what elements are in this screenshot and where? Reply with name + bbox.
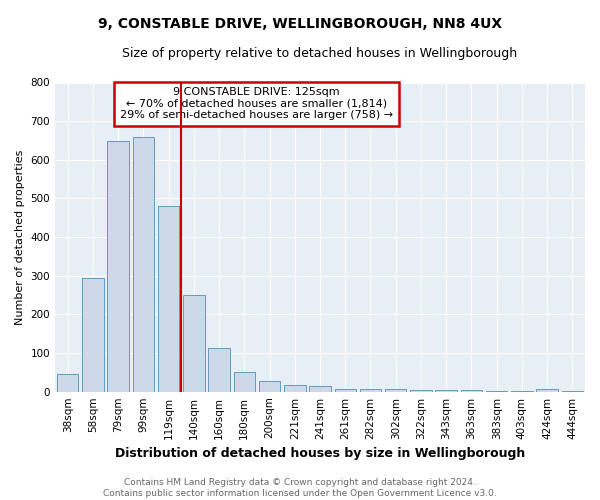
Bar	[410, 390, 431, 392]
Bar	[360, 389, 381, 392]
Bar	[82, 278, 104, 392]
Bar	[461, 390, 482, 392]
Bar	[233, 372, 255, 392]
Bar	[335, 388, 356, 392]
Bar	[183, 295, 205, 392]
Bar	[385, 390, 406, 392]
Bar	[436, 390, 457, 392]
Bar	[158, 206, 179, 392]
Bar	[259, 381, 280, 392]
Bar	[208, 348, 230, 392]
X-axis label: Distribution of detached houses by size in Wellingborough: Distribution of detached houses by size …	[115, 447, 525, 460]
Text: Contains HM Land Registry data © Crown copyright and database right 2024.
Contai: Contains HM Land Registry data © Crown c…	[103, 478, 497, 498]
Bar	[536, 388, 558, 392]
Bar	[57, 374, 79, 392]
Bar	[284, 386, 305, 392]
Y-axis label: Number of detached properties: Number of detached properties	[15, 150, 25, 325]
Bar	[309, 386, 331, 392]
Text: 9, CONSTABLE DRIVE, WELLINGBOROUGH, NN8 4UX: 9, CONSTABLE DRIVE, WELLINGBOROUGH, NN8 …	[98, 18, 502, 32]
Text: 9 CONSTABLE DRIVE: 125sqm
← 70% of detached houses are smaller (1,814)
29% of se: 9 CONSTABLE DRIVE: 125sqm ← 70% of detac…	[120, 87, 393, 120]
Bar	[107, 141, 129, 392]
Bar	[486, 390, 508, 392]
Title: Size of property relative to detached houses in Wellingborough: Size of property relative to detached ho…	[122, 48, 518, 60]
Bar	[133, 136, 154, 392]
